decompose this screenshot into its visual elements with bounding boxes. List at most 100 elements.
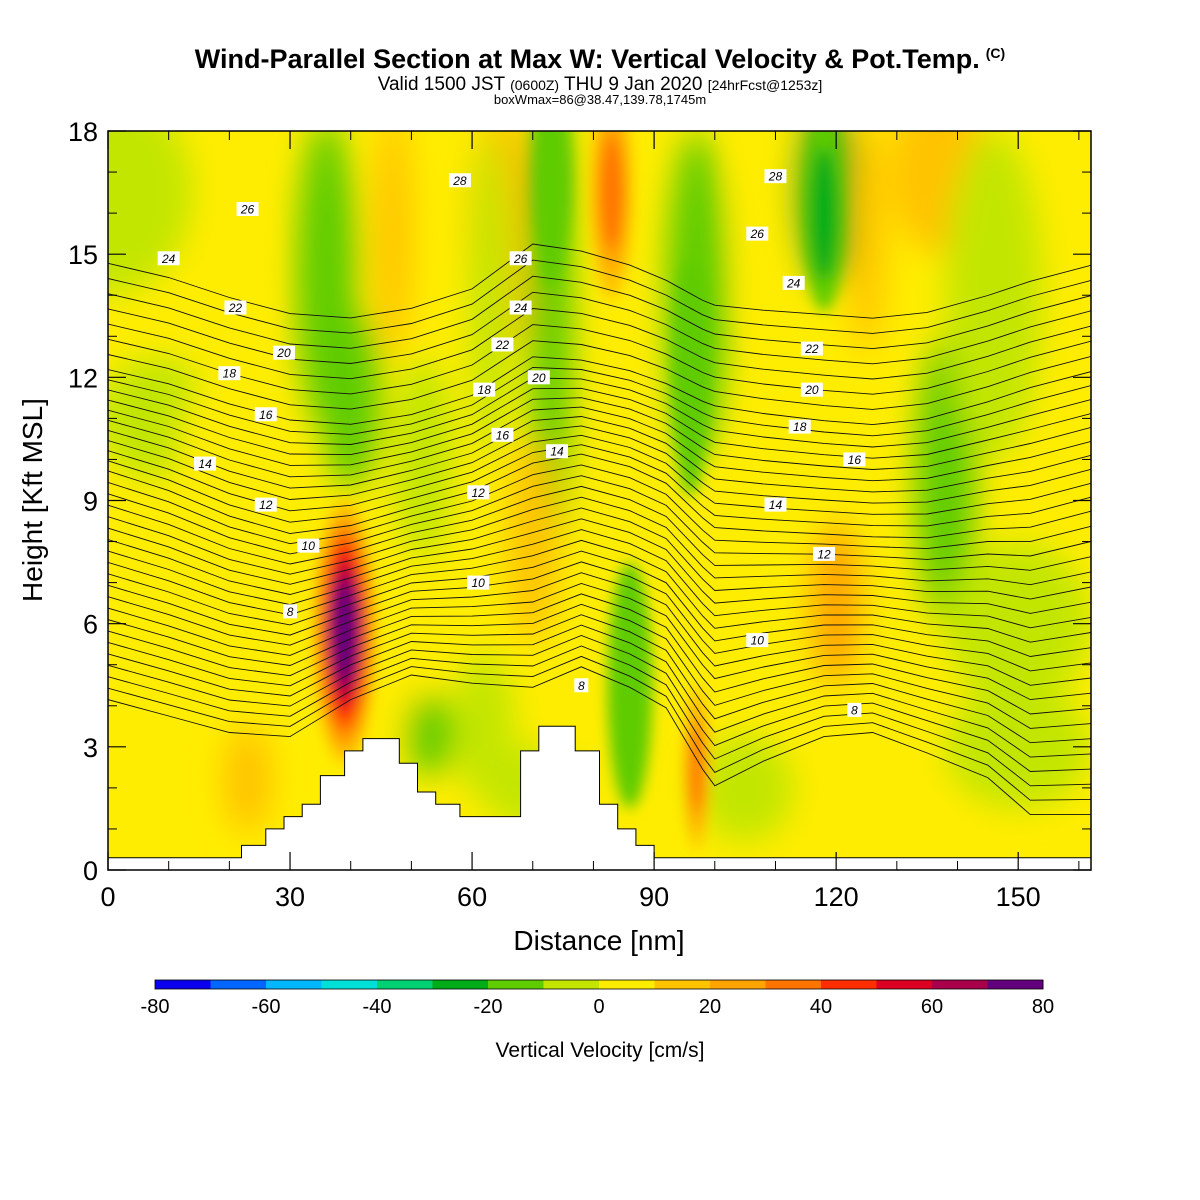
contour-label-text: 10 <box>471 576 485 590</box>
contour-label-text: 24 <box>513 301 528 315</box>
contour-label-text: 20 <box>276 346 291 360</box>
terrain-mask <box>107 725 1092 871</box>
contour-label: 22 <box>224 300 247 315</box>
contour-label-text: 12 <box>817 547 831 561</box>
colorbar-swatch <box>876 980 933 989</box>
isentrope-line <box>108 387 1091 459</box>
chart-title-text: Wind-Parallel Section at Max W: Vertical… <box>194 44 980 74</box>
contour-label-box <box>491 427 514 442</box>
contour-label-box <box>788 419 811 434</box>
box-wmax-info: boxWmax=86@38.47,139.78,1745m <box>493 92 707 107</box>
isentrope-line <box>108 434 1091 515</box>
colorbar-swatch <box>321 980 378 989</box>
contour-label: 20 <box>527 370 550 385</box>
colorbar-tick-label: -40 <box>363 996 392 1018</box>
colorbar-swatch <box>654 980 711 989</box>
isentrope-line <box>108 561 1091 672</box>
velocity-region <box>469 131 512 460</box>
y-tick-label: 3 <box>83 733 98 763</box>
velocity-core <box>600 136 623 250</box>
velocity-region <box>174 377 248 665</box>
isentrope-line <box>108 324 1091 395</box>
contour-label-box <box>746 633 769 648</box>
contour-label-text: 24 <box>786 276 801 290</box>
isentrope-line <box>108 425 1091 504</box>
contour-label-box <box>746 226 769 241</box>
contour-label-box <box>800 341 823 356</box>
isentrope-line <box>108 397 1091 470</box>
velocity-core <box>532 131 570 292</box>
y-tick-label: 12 <box>68 363 98 393</box>
contour-label: 16 <box>491 427 514 442</box>
contour-label-box <box>782 275 805 290</box>
velocity-region <box>811 521 861 686</box>
y-tick-label: 18 <box>68 117 98 147</box>
isentrope-line <box>108 366 1091 437</box>
colorbar-tick-label: -20 <box>474 996 503 1018</box>
velocity-region <box>848 131 885 357</box>
contour-label: 22 <box>491 337 514 352</box>
velocity-core <box>607 562 653 809</box>
contour-label-text: 10 <box>751 634 765 648</box>
contour-label-box <box>272 345 295 360</box>
contour-label-text: 18 <box>793 420 807 434</box>
colorbar-swatch <box>543 980 600 989</box>
colorbar-tick-label: -60 <box>252 996 281 1018</box>
x-tick-label: 120 <box>814 882 859 912</box>
colorbar-swatch <box>821 980 877 989</box>
isentrope-line <box>108 496 1091 586</box>
valid-utc: (0600Z) <box>510 77 560 93</box>
contour-label: 24 <box>157 251 180 266</box>
isentrope-line <box>108 655 1091 801</box>
contour-label: 16 <box>843 452 866 467</box>
colorbar-frame <box>154 979 1044 990</box>
contour-label: 18 <box>788 419 811 434</box>
x-tick-label: 90 <box>639 882 669 912</box>
colorbar-swatch <box>488 980 544 989</box>
contour-label-box <box>254 497 277 512</box>
contour-label-box <box>800 382 823 397</box>
velocity-core <box>810 146 838 281</box>
x-axis-label: Distance [nm] <box>513 925 684 956</box>
colorbar-swatch <box>987 980 1044 989</box>
colorbar-swatch <box>599 980 655 989</box>
contour-label-box <box>546 444 569 459</box>
contour-label-text: 26 <box>750 227 765 241</box>
colorbar-swatch <box>377 980 433 989</box>
contour-label-box <box>764 497 787 512</box>
contour-label-box <box>764 169 787 184</box>
contour-label: 14 <box>194 456 217 471</box>
colorbar-tick-label: 80 <box>1032 996 1054 1018</box>
contour-label-text: 18 <box>223 367 237 381</box>
potential-temperature-contours <box>108 243 1091 816</box>
isentrope-line <box>108 259 1091 334</box>
contour-label-text: 28 <box>768 170 783 184</box>
contour-label-text: 26 <box>513 252 528 266</box>
contour-label: 28 <box>764 169 787 184</box>
velocity-region <box>696 734 794 842</box>
valid-date: THU 9 Jan 2020 <box>564 74 703 95</box>
colorbar-swatch <box>932 980 988 989</box>
isentrope-line <box>108 635 1091 772</box>
contour-label-text: 18 <box>478 383 492 397</box>
contour-label: 14 <box>546 444 569 459</box>
contour-label-text: 8 <box>287 605 294 619</box>
contour-label-text: 10 <box>302 539 316 553</box>
isentrope-line <box>108 291 1091 365</box>
isentrope-line <box>108 550 1091 657</box>
colorbar-title: Vertical Velocity [cm/s] <box>496 1039 705 1062</box>
contour-label-box <box>509 251 532 266</box>
contour-label-text: 20 <box>531 371 546 385</box>
colorbar-tick-label: 40 <box>810 996 832 1018</box>
contour-label-box <box>813 546 836 561</box>
contour-label-box <box>283 604 298 619</box>
contour-label: 8 <box>574 678 589 693</box>
contour-label-box <box>527 370 550 385</box>
isentrope-line <box>108 453 1091 539</box>
y-tick-label: 6 <box>83 610 98 640</box>
isentrope-line <box>108 444 1091 527</box>
contour-label-box <box>509 300 532 315</box>
contour-label-text: 22 <box>804 342 819 356</box>
contour-label-text: 12 <box>471 486 485 500</box>
colorbar-swatch <box>765 980 822 989</box>
